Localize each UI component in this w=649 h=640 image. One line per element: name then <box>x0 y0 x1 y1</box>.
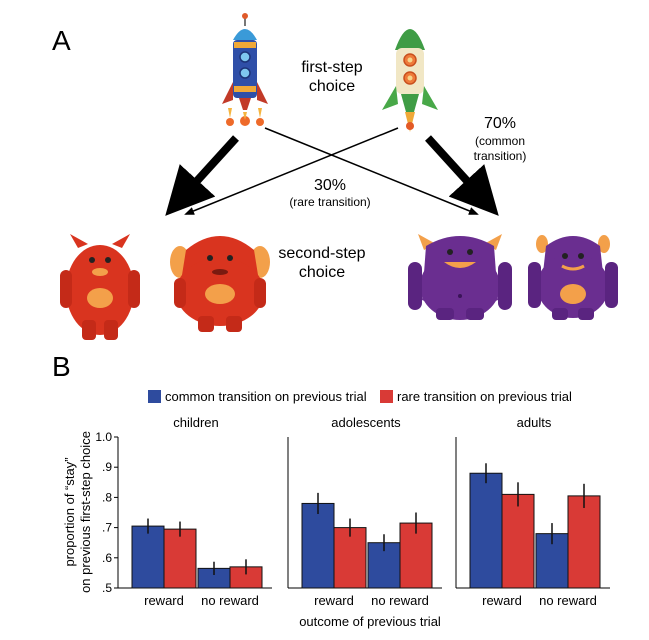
bar-adults-reward-common <box>470 473 502 588</box>
first-step-label-line1: first-step <box>301 59 362 76</box>
x-tick-label: reward <box>314 593 354 608</box>
y-tick-label: .8 <box>102 490 112 504</box>
purple-monster-icon-2 <box>528 235 618 320</box>
x-tick-label: reward <box>144 593 184 608</box>
common-arrow-left <box>176 138 236 204</box>
bar-children-reward-common <box>132 526 164 588</box>
panel-b-label: B <box>52 351 71 382</box>
x-tick-label: no reward <box>371 593 429 608</box>
facet-title-children: children <box>173 415 219 430</box>
chart-plot-area: .5 .6 .7 .8 .9 1.0 children reward no reward adol… <box>95 415 610 608</box>
y-tick-label: .7 <box>102 521 112 535</box>
panel-a-label: A <box>52 25 71 56</box>
y-axis-label-line1: proportion of “stay” <box>62 457 77 566</box>
y-tick-label: 1.0 <box>95 430 112 444</box>
red-monster-icon-1 <box>60 234 140 340</box>
purple-monster-icon-1 <box>408 234 512 320</box>
panel-b: B common transition on previous trial ra… <box>52 351 610 629</box>
x-tick-label: reward <box>482 593 522 608</box>
first-step-label-line2: choice <box>309 78 355 95</box>
legend-label-common: common transition on previous trial <box>165 389 367 404</box>
red-monster-icon-2 <box>170 236 270 332</box>
rare-pct-label: 30% <box>314 177 346 194</box>
common-pct-label: 70% <box>484 115 516 132</box>
y-axis-label-line2: on previous first-step choice <box>78 431 93 593</box>
chart-legend: common transition on previous trial rare… <box>148 389 572 404</box>
bar-adults-reward-rare <box>502 494 534 588</box>
green-rocket-icon <box>382 29 438 132</box>
x-tick-label: no reward <box>201 593 259 608</box>
common-label-line1: (common <box>475 134 525 148</box>
panel-a: A <box>52 13 618 340</box>
y-tick-label: .9 <box>102 460 112 474</box>
rare-label: (rare transition) <box>289 195 370 209</box>
x-axis-label: outcome of previous trial <box>299 614 441 629</box>
legend-label-rare: rare transition on previous trial <box>397 389 572 404</box>
y-tick-label: .5 <box>102 581 112 595</box>
facet-title-adults: adults <box>517 415 552 430</box>
bar-adults-no-reward-rare <box>568 496 600 588</box>
common-label-line2: transition) <box>474 149 527 163</box>
second-step-label-line2: choice <box>299 264 345 281</box>
facet-title-adolescents: adolescents <box>331 415 401 430</box>
legend-swatch-rare <box>380 390 393 403</box>
second-step-label-line1: second-step <box>278 245 365 262</box>
bar-children-reward-rare <box>164 529 196 588</box>
legend-swatch-common <box>148 390 161 403</box>
y-tick-label: .6 <box>102 551 112 565</box>
bar-adolescents-reward-common <box>302 503 334 588</box>
x-tick-label: no reward <box>539 593 597 608</box>
blue-rocket-icon <box>222 13 268 126</box>
